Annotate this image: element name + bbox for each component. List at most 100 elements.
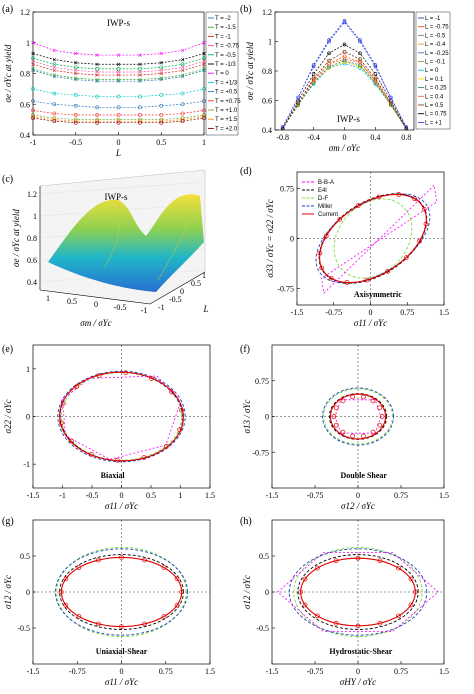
data-point-a	[202, 108, 206, 113]
data-point	[174, 576, 180, 582]
data-point-a	[180, 102, 185, 107]
series-line-a-0	[32, 70, 205, 82]
data-point	[315, 613, 320, 619]
x-tick-label: 0	[117, 138, 121, 147]
data-point-a	[52, 62, 57, 67]
legend-entry: L = 0	[425, 68, 439, 74]
data-point-a	[116, 73, 121, 77]
y-tick-label: -1	[158, 303, 165, 312]
panel-label-0: (a)	[2, 4, 13, 15]
y-tick-label: 0	[265, 588, 269, 597]
data-point	[340, 429, 346, 435]
annotation-b: IWP-s	[337, 114, 360, 124]
y-tick-label: 0.5	[259, 552, 269, 561]
data-point	[377, 558, 383, 564]
y-tick-label: 1.2	[262, 8, 272, 17]
data-point-a	[73, 103, 78, 108]
z-tick-label: 0.8	[27, 234, 37, 243]
legend-entry: T = 0	[215, 71, 229, 77]
data-point-a	[95, 120, 100, 125]
annotation-e: Biaxial	[101, 471, 126, 480]
x-tick-label: 0	[356, 667, 360, 676]
z-tick-label: 0.4	[27, 278, 37, 287]
x-tick-label: 1	[46, 294, 50, 303]
data-point-a	[52, 91, 57, 96]
data-point-b	[373, 64, 378, 69]
data-point	[361, 433, 366, 439]
data-point-a	[31, 99, 35, 104]
series-line-a-11	[32, 116, 205, 122]
surface-ridge	[157, 195, 201, 281]
x-axis-label: σm / σYc	[80, 318, 111, 328]
annotation-g: Uniaxial-Shear	[96, 647, 148, 656]
data-point	[423, 221, 429, 227]
data-point-a	[31, 116, 35, 120]
x-tick-label: -0.75	[307, 667, 324, 676]
data-point-a	[95, 70, 99, 74]
data-point-a	[202, 62, 206, 66]
y-axis-label: σ12 / σYc	[3, 575, 13, 609]
data-point-a	[159, 120, 164, 125]
axes-e: -1.5 -1 -0.5 0 0.5 1 1.5 -1 0 1 σ11 / σYc σ22 / σYc…	[3, 344, 215, 511]
data-point	[142, 621, 147, 627]
legend-entry: D-F	[318, 196, 328, 202]
data-point	[141, 455, 147, 460]
data-point-b	[358, 51, 362, 56]
y-tick-label: 0.8	[262, 67, 272, 76]
curve-miller	[57, 370, 186, 463]
data-point	[60, 400, 66, 406]
legend-entry: L = 0.5	[425, 103, 444, 109]
data-point	[412, 589, 418, 595]
data-point-a	[138, 70, 142, 74]
y-tick-label: 1	[268, 38, 272, 47]
data-point-a	[116, 77, 121, 82]
curve-e4l	[297, 554, 419, 630]
legend-entry: T = -2	[215, 16, 231, 22]
curve-miller	[322, 387, 394, 446]
data-point	[333, 405, 339, 411]
legend-entry: T = +1.5	[215, 117, 238, 123]
data-point-a	[202, 67, 206, 71]
x-axis-label: L	[115, 148, 121, 158]
x-tick-label: -1.5	[291, 308, 304, 317]
data-point	[302, 576, 308, 582]
data-point-b	[342, 58, 347, 63]
data-point	[74, 384, 80, 389]
data-point-a	[73, 93, 78, 97]
y-tick-label: 0	[290, 235, 294, 244]
data-point-a	[137, 113, 142, 117]
legend-entry: L = 0.25	[425, 86, 447, 92]
legend-entry: L = -0.1	[425, 60, 446, 66]
floor-edge	[39, 271, 206, 305]
series-line-a-2	[32, 63, 205, 76]
x-tick-label: 1	[202, 138, 206, 147]
plot-frame-b	[274, 11, 415, 131]
data-point-a	[95, 53, 99, 57]
y-axis-label: σ33 / σYc = σ22 / σYc	[265, 199, 275, 277]
data-point-a	[180, 73, 185, 77]
x-tick-label: 0	[343, 133, 347, 142]
data-point	[421, 206, 427, 212]
x-tick-label: 1.5	[205, 667, 215, 676]
data-point-a	[159, 68, 163, 73]
x-tick-label: 0.5	[156, 138, 166, 147]
data-point-a	[52, 102, 57, 107]
panel-label-2: (c)	[2, 174, 13, 185]
data-point	[119, 624, 124, 629]
data-point	[319, 265, 325, 271]
z-axis-label: σe / σYc at yield	[11, 209, 21, 267]
x-tick-label: -1	[59, 491, 66, 500]
curve-current	[60, 556, 183, 628]
annotation-f: Double Shear	[341, 471, 388, 480]
curve-miller	[315, 193, 431, 284]
series-line-a-9	[32, 110, 205, 116]
curve-b-b-a	[62, 375, 181, 460]
data-point-a	[95, 66, 100, 71]
legend-b: L = -1 L = -0.75 L = -0.5 L = -0.4 L = -0.25…	[415, 11, 451, 130]
data-point-a	[31, 41, 35, 45]
series-line-a-8	[32, 100, 205, 108]
data-point	[355, 555, 361, 561]
data-point-a	[159, 103, 164, 108]
series-line-a-12	[32, 117, 205, 124]
